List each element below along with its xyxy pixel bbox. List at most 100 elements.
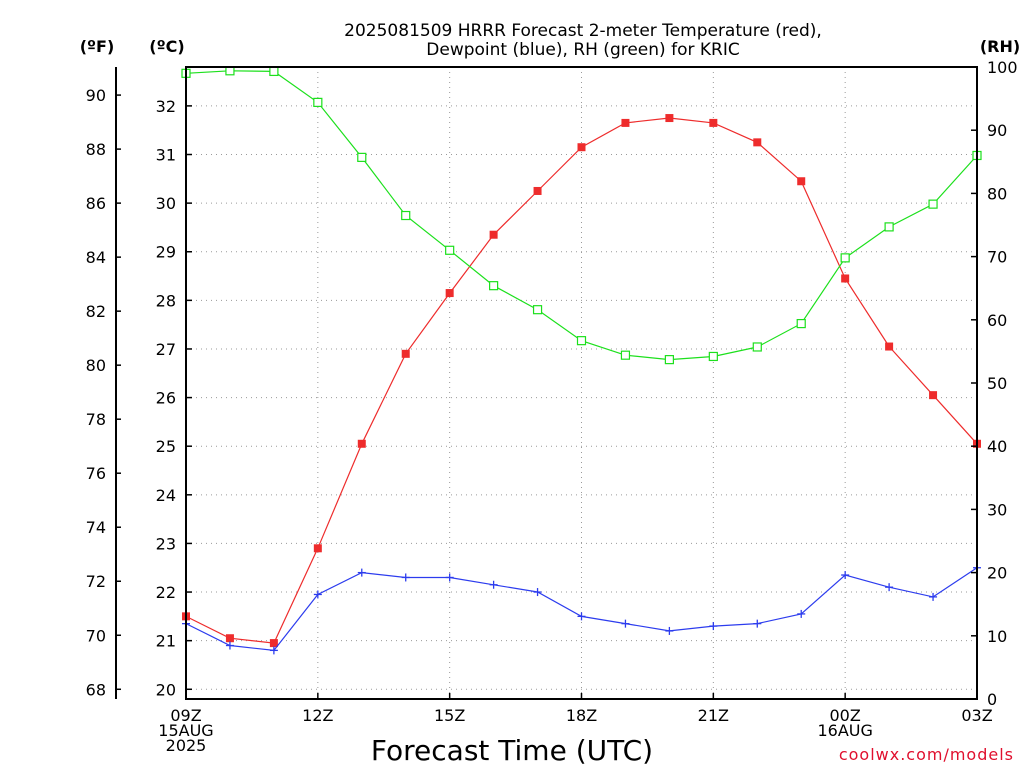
dewpoint-point bbox=[577, 612, 586, 621]
temperature-point bbox=[797, 177, 806, 186]
rh-point bbox=[576, 336, 587, 346]
rh-tick-label: 0 bbox=[987, 690, 997, 709]
temperature-point bbox=[841, 274, 850, 283]
rh-tick-label: 90 bbox=[987, 121, 1007, 140]
fahrenheit-tick-label: 76 bbox=[86, 464, 106, 483]
x-tick-label: 03Z bbox=[961, 706, 992, 725]
rh-point bbox=[401, 210, 411, 221]
temperature-point bbox=[313, 544, 322, 553]
fahrenheit-tick-label: 84 bbox=[86, 248, 106, 267]
temperature-point bbox=[577, 143, 586, 152]
dewpoint-point bbox=[885, 583, 894, 592]
celsius-tick-label: 22 bbox=[156, 583, 176, 602]
rh-point bbox=[532, 305, 543, 315]
celsius-unit-label: (ºC) bbox=[149, 37, 184, 56]
celsius-tick-label: 26 bbox=[156, 389, 176, 408]
rh-tick-label: 50 bbox=[987, 374, 1007, 393]
celsius-tick-label: 20 bbox=[156, 680, 176, 699]
rh-point bbox=[664, 355, 674, 365]
chart-title-line-1: 2025081509 HRRR Forecast 2-meter Tempera… bbox=[344, 21, 822, 41]
dewpoint-point bbox=[797, 609, 806, 618]
fahrenheit-tick-label: 86 bbox=[86, 194, 106, 213]
fahrenheit-tick-label: 80 bbox=[86, 356, 106, 375]
temperature-point bbox=[357, 439, 366, 448]
celsius-tick-label: 27 bbox=[156, 340, 176, 359]
celsius-tick-label: 30 bbox=[156, 194, 176, 213]
temperature-point bbox=[753, 138, 762, 147]
fahrenheit-tick-label: 74 bbox=[86, 518, 106, 537]
rh-tick-label: 60 bbox=[987, 311, 1007, 330]
temperature-point bbox=[489, 230, 498, 239]
dewpoint-point bbox=[841, 571, 850, 580]
fahrenheit-tick-label: 70 bbox=[86, 626, 106, 645]
dewpoint-point bbox=[753, 619, 762, 628]
fahrenheit-tick-label: 78 bbox=[86, 410, 106, 429]
dewpoint-point bbox=[533, 588, 542, 597]
series-layer bbox=[181, 66, 982, 655]
temperature-point bbox=[401, 349, 410, 358]
dewpoint-point bbox=[621, 619, 630, 628]
temperature-point bbox=[533, 186, 542, 195]
x-tick-label: 15AUG bbox=[158, 721, 213, 740]
celsius-tick-label: 23 bbox=[156, 534, 176, 553]
celsius-tick-label: 32 bbox=[156, 97, 176, 116]
rh-point bbox=[313, 97, 323, 107]
temperature-point bbox=[445, 289, 454, 298]
dewpoint-point bbox=[313, 590, 322, 599]
rh-point bbox=[489, 281, 499, 291]
rh-tick-label: 20 bbox=[987, 564, 1007, 583]
rh-point bbox=[928, 199, 938, 209]
fahrenheit-tick-label: 88 bbox=[86, 140, 106, 159]
rh-tick-label: 40 bbox=[987, 437, 1007, 456]
x-tick-label: 09Z bbox=[170, 706, 201, 725]
dewpoint-point bbox=[357, 568, 366, 577]
rh-tick-label: 70 bbox=[987, 248, 1007, 267]
temperature-point bbox=[225, 634, 234, 643]
celsius-tick-label: 24 bbox=[156, 486, 176, 505]
fahrenheit-tick-label: 72 bbox=[86, 572, 106, 591]
rh-tick-label: 80 bbox=[987, 184, 1007, 203]
rh-tick-label: 100 bbox=[987, 58, 1018, 77]
celsius-tick-label: 25 bbox=[156, 437, 176, 456]
x-tick-label: 21Z bbox=[698, 706, 729, 725]
dewpoint-point bbox=[269, 646, 278, 655]
fahrenheit-unit-label: (ºF) bbox=[80, 37, 115, 56]
fahrenheit-tick-label: 90 bbox=[86, 86, 106, 105]
dewpoint-point bbox=[665, 626, 674, 635]
x-tick-label: 2025 bbox=[166, 736, 207, 755]
x-axis-title: Forecast Time (UTC) bbox=[371, 734, 653, 767]
dewpoint-point bbox=[929, 592, 938, 601]
x-tick-label: 12Z bbox=[302, 706, 333, 725]
rh-point bbox=[840, 253, 850, 263]
dewpoint-point bbox=[709, 622, 718, 631]
rh-point bbox=[796, 318, 806, 329]
rh-tick-label: 10 bbox=[987, 627, 1007, 646]
x-tick-label: 15Z bbox=[434, 706, 465, 725]
rh-point bbox=[884, 222, 894, 232]
rh-line bbox=[185, 70, 978, 361]
dewpoint-point bbox=[445, 573, 454, 582]
rh-tick-label: 30 bbox=[987, 500, 1007, 519]
dewpoint-point bbox=[225, 641, 234, 650]
temperature-point bbox=[269, 639, 278, 648]
temperature-point bbox=[665, 114, 674, 123]
dewpoint-point bbox=[401, 573, 410, 582]
chart-title-line-2: Dewpoint (blue), RH (green) for KRIC bbox=[426, 40, 739, 60]
dewpoint-point bbox=[489, 580, 498, 589]
celsius-tick-label: 28 bbox=[156, 291, 176, 310]
celsius-tick-label: 21 bbox=[156, 632, 176, 651]
fahrenheit-tick-label: 68 bbox=[86, 680, 106, 699]
rh-point bbox=[269, 66, 279, 77]
credit-text: coolwx.com/models bbox=[839, 745, 1014, 764]
grid-layer bbox=[185, 67, 978, 699]
temperature-line bbox=[185, 117, 978, 644]
rh-point bbox=[708, 351, 718, 362]
temperature-point bbox=[621, 118, 630, 127]
temperature-point bbox=[709, 118, 718, 127]
axis-layer: 68 70 72 74 76 78 80 82 84 86 88 90 20 21 22 23 24 25 26 27… bbox=[86, 58, 1018, 755]
celsius-tick-label: 31 bbox=[156, 146, 176, 165]
rh-point bbox=[357, 152, 367, 162]
temperature-point bbox=[929, 391, 938, 400]
